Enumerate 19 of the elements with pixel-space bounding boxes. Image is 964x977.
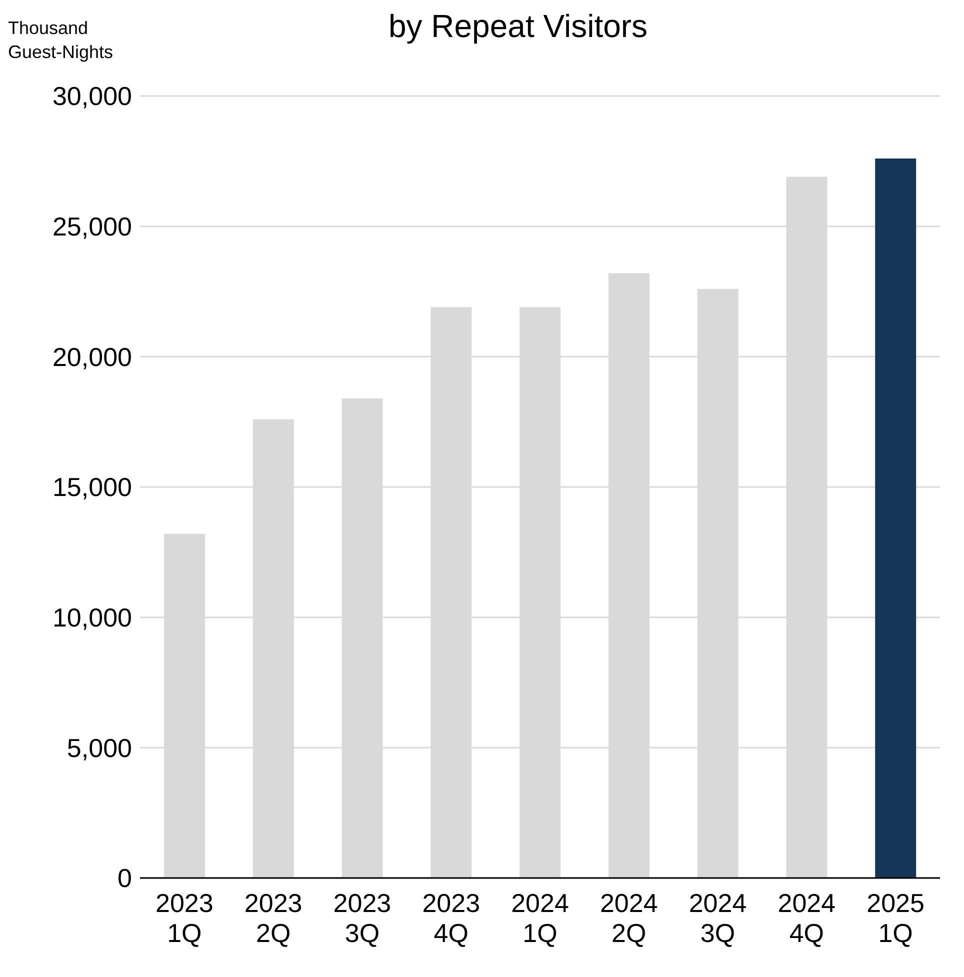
x-tick-label: 2023 2Q (244, 888, 302, 948)
chart-title: by Repeat Visitors (388, 8, 648, 44)
x-tick-label: 2023 4Q (422, 888, 480, 948)
y-tick-label: 15,000 (52, 472, 132, 502)
x-tick-label: 2024 3Q (688, 888, 747, 948)
x-tick-label: 2024 2Q (600, 888, 658, 948)
y-tick-label: 0 (118, 863, 132, 894)
bar (875, 158, 916, 878)
y-axis-title: Thousand Guest-Nights (8, 17, 114, 64)
x-tick-label: 2024 4Q (778, 888, 836, 948)
x-tick-label: 2024 1Q (511, 888, 569, 948)
y-tick-label: 5,000 (66, 732, 132, 763)
y-tick-label: 10,000 (52, 602, 132, 633)
x-tick-label: 2025 1Q (866, 888, 924, 948)
x-tick-label: 2023 1Q (156, 888, 214, 948)
y-tick-label: 20,000 (52, 342, 132, 372)
y-tick-label: 30,000 (52, 81, 132, 112)
y-tick-label: 25,000 (52, 212, 132, 242)
x-tick-label: 2023 3Q (333, 888, 392, 948)
